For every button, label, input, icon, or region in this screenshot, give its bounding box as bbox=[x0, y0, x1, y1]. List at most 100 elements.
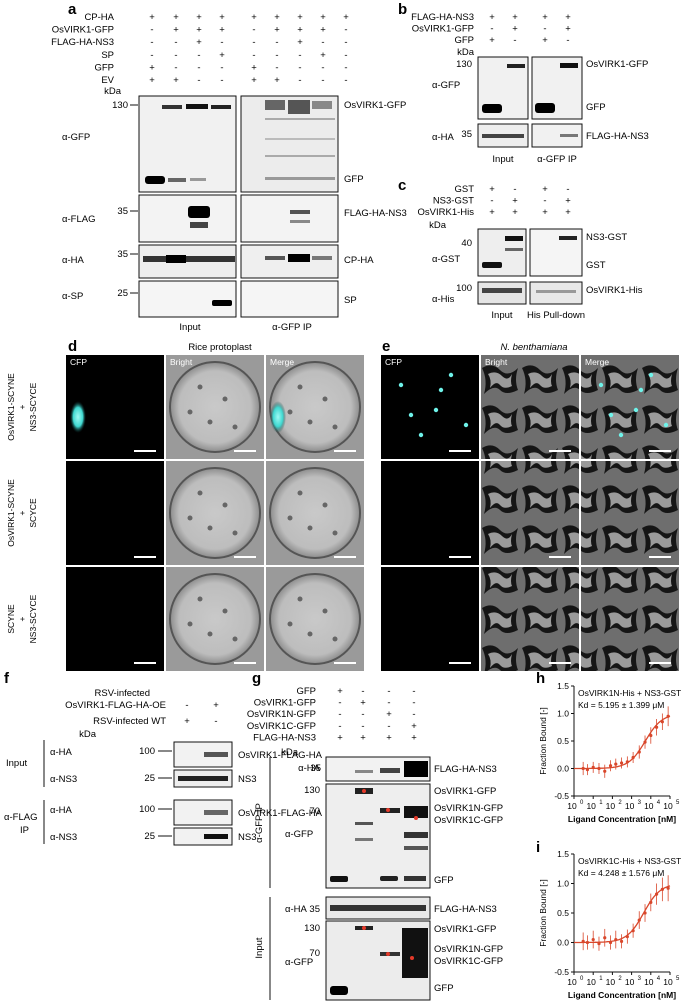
protoplast bbox=[269, 573, 361, 665]
blot-a-flag-ip bbox=[240, 194, 339, 243]
y-tick-label: -0.5 bbox=[554, 967, 569, 977]
sign: + bbox=[512, 24, 518, 35]
sign: + bbox=[320, 50, 326, 61]
construct-label: OsVIRK1-SCYNE bbox=[6, 479, 16, 547]
condition-label: OsVIRK1C-GFP bbox=[247, 721, 316, 732]
panel-a-bands bbox=[143, 100, 335, 306]
antibody: α-NS3 bbox=[50, 832, 77, 843]
sign: + bbox=[149, 62, 155, 73]
blot-a-sp-input bbox=[138, 280, 237, 318]
sign: - bbox=[298, 50, 301, 61]
condition-label: OsVIRK1-His bbox=[418, 207, 475, 218]
data-point bbox=[631, 929, 635, 933]
marker-100: 100 bbox=[456, 283, 472, 294]
sign: + bbox=[274, 25, 280, 36]
organelle bbox=[322, 502, 328, 508]
arrow-dot bbox=[386, 952, 390, 956]
band bbox=[178, 776, 228, 781]
x-tick-label: 10 bbox=[625, 801, 635, 811]
y-tick-label: 1.0 bbox=[557, 709, 569, 719]
x-axis-label: Ligand Concentration [nM] bbox=[568, 990, 676, 1000]
sign: - bbox=[513, 184, 516, 195]
marker: 35 bbox=[310, 763, 321, 774]
sign: + bbox=[411, 721, 417, 732]
band-label: NS3 bbox=[238, 832, 256, 843]
x-tick-label: 10 bbox=[567, 977, 577, 987]
panel-e-letter: e bbox=[382, 338, 390, 355]
chart-annotation: OsVIRK1C-His + NS3-GST bbox=[578, 856, 681, 866]
protoplast bbox=[169, 573, 261, 665]
cfp-signal bbox=[638, 387, 644, 393]
band bbox=[186, 104, 208, 109]
band-label: OsVIRK1-FLAG-HA bbox=[238, 750, 323, 761]
sign: - bbox=[197, 62, 200, 73]
sign: - bbox=[275, 50, 278, 61]
marker-40: 40 bbox=[461, 238, 472, 249]
panel-d-title: Rice protoplast bbox=[188, 342, 252, 353]
group-ip: IP bbox=[20, 825, 29, 836]
antibody-gfp: α-GFP bbox=[432, 80, 460, 91]
organelle bbox=[187, 409, 193, 415]
organelle bbox=[307, 525, 313, 531]
data-point bbox=[614, 937, 618, 942]
sign: - bbox=[252, 25, 255, 36]
sign: + bbox=[386, 709, 392, 720]
sign: + bbox=[343, 12, 349, 23]
band-label: GFP bbox=[586, 102, 606, 113]
organelle bbox=[297, 490, 303, 496]
sign: + bbox=[320, 25, 326, 36]
antibody-his: α-His bbox=[432, 294, 455, 305]
sign: - bbox=[197, 50, 200, 61]
sign: + bbox=[173, 75, 179, 86]
band bbox=[143, 256, 235, 262]
sign: + bbox=[196, 37, 202, 48]
cfp-field bbox=[66, 461, 164, 565]
marker: 25 bbox=[144, 831, 155, 842]
condition-label: SP bbox=[101, 50, 114, 61]
sign: + bbox=[213, 700, 219, 711]
data-point bbox=[603, 769, 607, 773]
sign: + bbox=[173, 25, 179, 36]
cfp-field bbox=[381, 461, 479, 565]
x-tick-exponent: 4 bbox=[657, 976, 661, 982]
panel-c-input-label: Input bbox=[491, 310, 512, 321]
panel-a-condition-table: CP-HA + + + + + + + + +OsVIRK1-GFP - + + + - + + + -FLAG-H… bbox=[51, 12, 349, 86]
sign: - bbox=[275, 37, 278, 48]
y-tick-label: 0.0 bbox=[557, 938, 569, 948]
band-label: FLAG-HA-NS3 bbox=[434, 764, 497, 775]
band bbox=[482, 104, 502, 113]
protoplast bbox=[169, 361, 261, 453]
group-ip: α-GFP IP bbox=[254, 803, 265, 843]
data-point bbox=[649, 733, 653, 738]
chart-annotation: OsVIRK1N-His + NS3-GST bbox=[578, 688, 681, 698]
band-label: CP-HA bbox=[344, 255, 374, 266]
data-point bbox=[608, 764, 613, 768]
sign: - bbox=[275, 62, 278, 73]
x-tick-exponent: 2 bbox=[618, 800, 622, 806]
band bbox=[265, 100, 285, 110]
panel-b-condition-table: FLAG-HA-NS3 + + + +OsVIRK1-GFP - + - +GFP + - + - bbox=[411, 12, 571, 46]
sign: - bbox=[338, 709, 341, 720]
kd-label: Kd = 5.195 ± 1.399 μM bbox=[578, 700, 664, 710]
band bbox=[404, 846, 428, 850]
panel-g-kda: kDa bbox=[281, 747, 299, 758]
construct-label: + bbox=[17, 404, 27, 409]
protoplast bbox=[269, 361, 361, 453]
band-label: FLAG-HA-NS3 bbox=[586, 131, 649, 142]
construct-label: NS3-SCYCE bbox=[28, 594, 38, 643]
panel-a-ip-label: α-GFP IP bbox=[272, 322, 312, 333]
sign: + bbox=[565, 24, 571, 35]
x-tick-exponent: 2 bbox=[618, 976, 622, 982]
organelle bbox=[197, 384, 203, 390]
marker-35: 35 bbox=[117, 249, 128, 260]
band bbox=[404, 876, 426, 881]
merge-signal bbox=[270, 401, 286, 433]
sign: - bbox=[298, 75, 301, 86]
sign: - bbox=[321, 37, 324, 48]
condition-label: FLAG-HA-NS3 bbox=[51, 37, 114, 48]
organelle bbox=[222, 608, 228, 614]
band-label: NS3-GST bbox=[586, 232, 627, 243]
cfp-signal bbox=[418, 432, 424, 438]
bright-field bbox=[481, 567, 579, 671]
